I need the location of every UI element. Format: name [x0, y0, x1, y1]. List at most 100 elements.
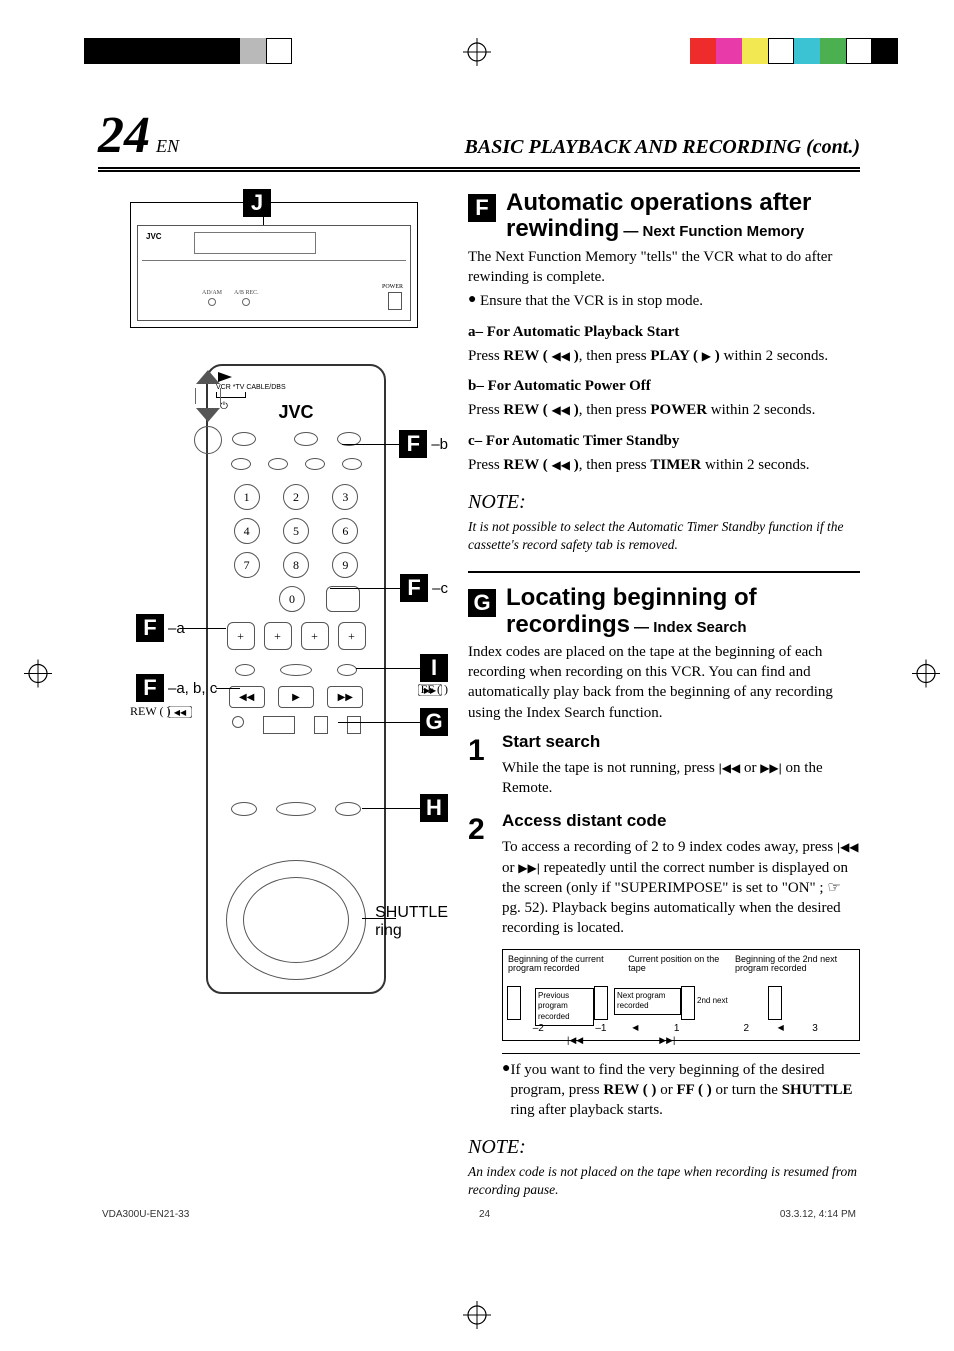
- channel-rocker: [183, 370, 233, 422]
- section-title: BASIC PLAYBACK AND RECORDING (cont.): [179, 136, 860, 159]
- step-c-text: Press REW ( ◀◀ ), then press TIMER withi…: [468, 455, 860, 475]
- shuttle-label: SHUTTLEring: [375, 904, 448, 940]
- callout-f-a: F–a: [136, 614, 185, 642]
- jvc-logo: JVC: [208, 402, 384, 423]
- rew-label: REW ( ): [130, 704, 170, 719]
- ff-icon: ▶▶: [418, 684, 442, 696]
- vcr-diagram: J JVC POWER AD/AM A/B REC.: [130, 202, 418, 328]
- step-text: To access a recording of 2 to 9 index co…: [502, 837, 860, 938]
- jvc-logo: JVC: [146, 232, 162, 241]
- stop-button: [263, 716, 295, 734]
- plus-button: +: [338, 622, 366, 650]
- vcr-labels: AD/AM A/B REC.: [202, 290, 259, 306]
- rew-icon: ◀◀: [168, 706, 192, 718]
- play-button: ▶: [278, 686, 314, 708]
- step-b-text: Press REW ( ◀◀ ), then press POWER withi…: [468, 400, 860, 420]
- power-switch-icon: [388, 292, 402, 310]
- digit-6-button: 6: [332, 518, 358, 544]
- remote-button: [276, 802, 316, 816]
- print-marks-top: [0, 38, 954, 66]
- step-2: 2 Access distant code To access a record…: [468, 810, 860, 1120]
- page-number-footer: 24: [479, 1209, 490, 1220]
- page-header: 24 EN BASIC PLAYBACK AND RECORDING (cont…: [98, 106, 860, 169]
- step-1: 1 Start search While the tape is not run…: [468, 731, 860, 802]
- svg-text:▶▶: ▶▶: [424, 686, 437, 695]
- remote-button: [294, 432, 318, 446]
- remote-button: [231, 458, 251, 470]
- remote-button: [335, 802, 361, 816]
- digit-9-button: 9: [332, 552, 358, 578]
- registration-mark-icon: [24, 659, 52, 692]
- subhead-a: a– For Automatic Playback Start: [468, 322, 860, 342]
- digit-5-button: 5: [283, 518, 309, 544]
- power-label: POWER: [382, 284, 403, 290]
- plus-button: +: [264, 622, 292, 650]
- digit-2-button: 2: [283, 484, 309, 510]
- section-badge-f: F: [468, 194, 496, 222]
- divider: [502, 1053, 860, 1054]
- svg-text:◀◀: ◀◀: [174, 708, 187, 717]
- section-f-body: The Next Function Memory "tells" the VCR…: [468, 247, 860, 553]
- section-g-head: G Locating beginning of recordings — Ind…: [468, 585, 860, 638]
- subhead-b: b– For Automatic Power Off: [468, 376, 860, 396]
- note-heading: NOTE:: [468, 489, 860, 516]
- callout-f-c: F–c: [400, 574, 448, 602]
- plus-button: +: [227, 622, 255, 650]
- page-number: 24: [98, 106, 150, 165]
- remote-button: [347, 716, 361, 734]
- page-lang: EN: [156, 136, 179, 157]
- remote-button: [194, 426, 222, 454]
- digit-1-button: 1: [234, 484, 260, 510]
- remote-button: [337, 664, 357, 676]
- remote-diagram: VCR *TV CABLE/DBS ⏻ JVC 123 456 789 0 ++…: [98, 364, 450, 1044]
- remote-button: [326, 586, 360, 612]
- section-divider: [468, 571, 860, 573]
- page: 24 EN BASIC PLAYBACK AND RECORDING (cont…: [98, 106, 860, 1230]
- remote-button: [305, 458, 325, 470]
- section-g-body: Index codes are placed on the tape at th…: [468, 642, 860, 1198]
- note-text: It is not possible to select the Automat…: [468, 518, 860, 553]
- right-column: F Automatic operations after rewinding —…: [450, 190, 860, 1198]
- cassette-slot-icon: [194, 232, 316, 254]
- step-text: While the tape is not running, press |◀◀…: [502, 758, 860, 799]
- callout-i: I: [420, 654, 448, 682]
- index-diagram: Beginning of the current program recorde…: [502, 949, 860, 1041]
- step-title: Access distant code: [502, 810, 860, 833]
- rew-button: ◀◀: [229, 686, 265, 708]
- pause-button: [314, 716, 328, 734]
- section-badge-g: G: [468, 589, 496, 617]
- digit-8-button: 8: [283, 552, 309, 578]
- registration-mark-icon: [912, 659, 940, 692]
- remote-button: [235, 664, 255, 676]
- subhead-c: c– For Automatic Timer Standby: [468, 431, 860, 451]
- registration-mark-icon: [463, 38, 491, 66]
- note-heading: NOTE:: [468, 1134, 860, 1161]
- digit-0-button: 0: [279, 586, 305, 612]
- rec-button: [232, 716, 244, 728]
- plus-button: +: [301, 622, 329, 650]
- digit-3-button: 3: [332, 484, 358, 510]
- remote-button: [232, 432, 256, 446]
- shuttle-ring: [226, 860, 366, 980]
- remote-button: [342, 458, 362, 470]
- note-text: An index code is not placed on the tape …: [468, 1163, 860, 1198]
- ff-button: ▶▶: [327, 686, 363, 708]
- left-column: J JVC POWER AD/AM A/B REC.: [98, 190, 450, 1198]
- remote-button: [268, 458, 288, 470]
- digit-7-button: 7: [234, 552, 260, 578]
- step-a-text: Press REW ( ◀◀ ), then press PLAY ( ▶ ) …: [468, 346, 860, 366]
- callout-f-b: F–b: [399, 430, 448, 458]
- print-timestamp: 03.3.12, 4:14 PM: [780, 1209, 856, 1220]
- header-rule: [98, 170, 860, 172]
- vcr-unit: JVC POWER AD/AM A/B REC.: [137, 225, 411, 321]
- registration-mark-icon: [463, 1301, 491, 1329]
- footnote: ● If you want to find the very beginning…: [502, 1060, 860, 1121]
- remote-button: [231, 802, 257, 816]
- callout-h: H: [420, 794, 448, 822]
- callout-g: G: [420, 708, 448, 736]
- process-bar-right: [690, 38, 898, 64]
- remote-button: [280, 664, 312, 676]
- callout-f-abc: F–a, b, c: [136, 674, 217, 702]
- intro-text: Index codes are placed on the tape at th…: [468, 642, 860, 723]
- intro-text: The Next Function Memory "tells" the VCR…: [468, 247, 860, 288]
